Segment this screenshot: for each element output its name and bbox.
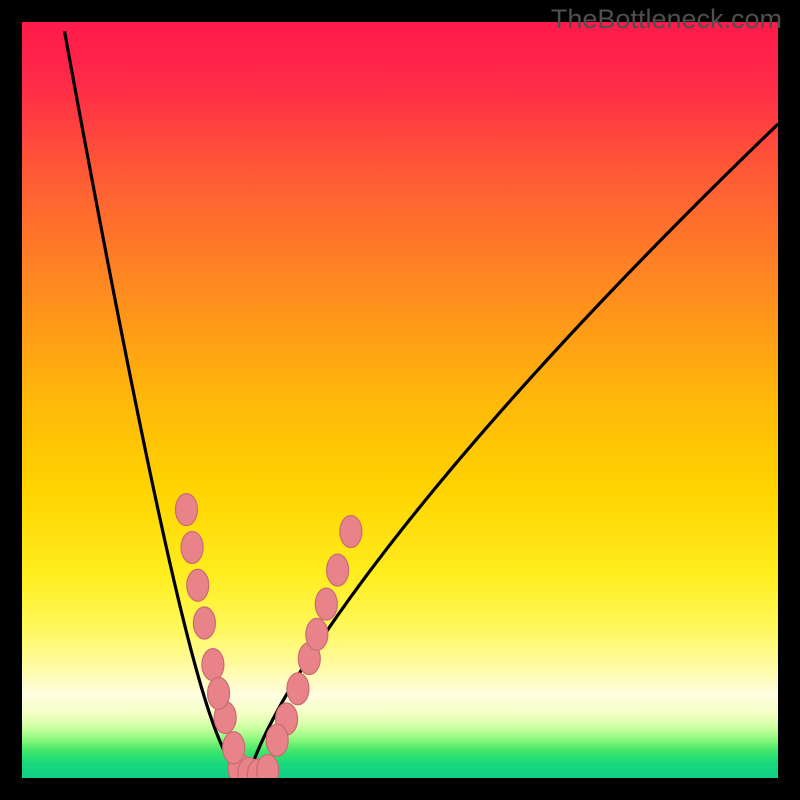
chart-root: { "canvas": { "width": 800, "height": 80… — [0, 0, 800, 800]
marker-left-1 — [181, 531, 203, 563]
marker-left-4 — [202, 649, 224, 681]
marker-left-7 — [223, 732, 245, 764]
marker-right-3 — [315, 588, 337, 620]
marker-right-2 — [306, 618, 328, 650]
marker-right-5 — [340, 516, 362, 548]
plot-area — [22, 22, 778, 778]
marker-left-0 — [175, 494, 197, 526]
marker-left-6 — [208, 677, 230, 709]
marker-right-7 — [266, 724, 288, 756]
marker-left-2 — [187, 569, 209, 601]
marker-bottom-3 — [257, 754, 279, 778]
marker-right-4 — [327, 554, 349, 586]
marker-right-0 — [287, 673, 309, 705]
bottleneck-curve — [65, 31, 778, 778]
watermark-text: TheBottleneck.com — [551, 4, 782, 35]
marker-left-3 — [193, 607, 215, 639]
curve-svg — [22, 22, 778, 778]
